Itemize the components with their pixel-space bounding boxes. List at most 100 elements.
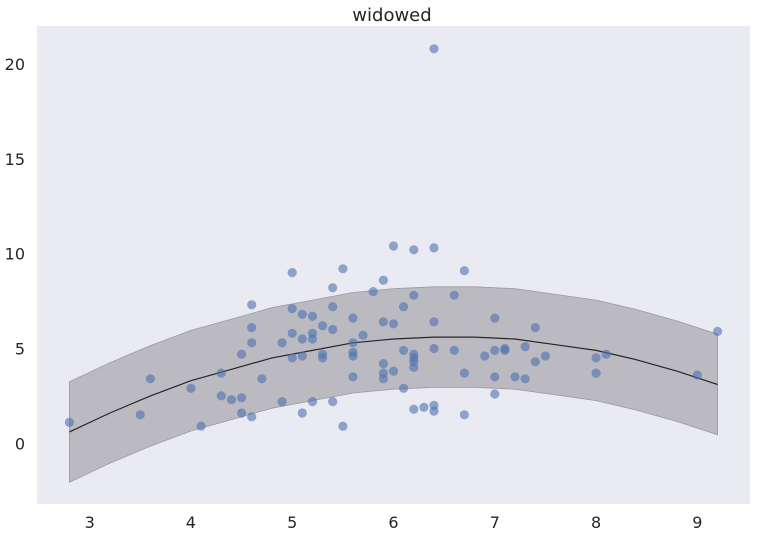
data-point <box>500 345 510 355</box>
data-point <box>409 362 419 372</box>
data-point <box>247 323 257 333</box>
scatter-points-layer <box>64 44 723 431</box>
y-tick-label: 0 <box>15 434 25 453</box>
data-point <box>287 328 297 338</box>
data-point <box>378 374 388 384</box>
data-point <box>328 397 338 407</box>
data-point <box>480 351 490 361</box>
data-point <box>399 345 409 355</box>
data-point <box>297 351 307 361</box>
data-point <box>348 338 358 348</box>
data-point <box>348 351 358 361</box>
data-point <box>692 370 702 380</box>
data-point <box>328 283 338 293</box>
data-point <box>186 383 196 393</box>
data-point <box>591 353 601 363</box>
data-point <box>368 287 378 297</box>
data-point <box>399 383 409 393</box>
data-point <box>64 417 74 427</box>
data-point <box>490 389 500 399</box>
data-point <box>338 421 348 431</box>
data-point <box>449 290 459 300</box>
data-point <box>378 317 388 327</box>
data-point <box>449 345 459 355</box>
data-point <box>297 334 307 344</box>
y-tick-label: 20 <box>5 55 25 74</box>
data-point <box>713 326 723 336</box>
data-point <box>429 343 439 354</box>
data-point <box>388 319 399 329</box>
data-point <box>429 317 439 327</box>
x-tick-label: 7 <box>490 513 500 532</box>
y-tick-label: 10 <box>5 245 25 264</box>
data-point <box>237 349 247 359</box>
y-tick-labels: 0 5 10 15 20 <box>5 55 25 453</box>
data-point <box>520 374 530 384</box>
y-tick-label: 5 <box>15 340 25 359</box>
data-point <box>297 408 307 418</box>
x-tick-label: 8 <box>591 513 601 532</box>
data-point <box>277 397 287 407</box>
confidence-band-layer <box>69 286 718 483</box>
data-point <box>378 275 388 285</box>
data-point <box>348 313 358 323</box>
y-tick-label: 15 <box>5 150 25 169</box>
data-point <box>530 357 540 367</box>
confidence-band <box>69 286 718 483</box>
data-point <box>419 402 429 412</box>
data-point <box>318 321 328 331</box>
data-point <box>318 353 328 363</box>
x-tick-label: 4 <box>186 513 196 532</box>
data-point <box>247 412 257 422</box>
data-point <box>216 391 226 401</box>
x-tick-labels: 3 4 5 6 7 8 9 <box>85 513 703 532</box>
data-point <box>490 372 500 382</box>
data-point <box>530 323 540 333</box>
data-point <box>409 404 419 414</box>
data-point <box>257 374 267 384</box>
data-point <box>277 338 287 348</box>
data-point <box>307 311 318 321</box>
data-point <box>399 302 409 312</box>
data-point <box>247 300 257 310</box>
data-point <box>459 368 469 378</box>
data-point <box>378 359 388 369</box>
data-point <box>348 372 358 382</box>
data-point <box>307 397 318 407</box>
x-tick-label: 9 <box>692 513 702 532</box>
x-tick-label: 3 <box>85 513 95 532</box>
data-point <box>429 243 439 253</box>
data-point <box>307 334 318 344</box>
data-point <box>328 302 338 312</box>
data-point <box>247 338 257 348</box>
data-point <box>490 313 500 323</box>
data-point <box>237 393 247 403</box>
data-point <box>135 410 145 420</box>
data-point <box>338 264 348 274</box>
data-point <box>145 374 155 384</box>
data-point <box>490 345 500 355</box>
data-point <box>591 368 601 378</box>
data-point <box>409 290 419 300</box>
data-point <box>196 421 206 431</box>
data-point <box>226 395 237 405</box>
data-point <box>429 406 439 416</box>
data-point <box>328 324 338 335</box>
data-point <box>601 349 611 359</box>
data-point <box>429 44 439 54</box>
data-point <box>409 245 419 255</box>
data-point <box>520 342 530 352</box>
data-point <box>459 266 469 276</box>
data-point <box>540 351 551 361</box>
x-tick-label: 6 <box>388 513 398 532</box>
data-point <box>237 408 247 418</box>
data-point <box>388 241 399 251</box>
data-point <box>297 309 307 319</box>
data-point <box>287 268 297 278</box>
data-point <box>216 368 226 378</box>
data-point <box>459 410 469 420</box>
x-tick-label: 5 <box>287 513 297 532</box>
data-point <box>358 330 368 340</box>
data-point <box>388 366 399 376</box>
